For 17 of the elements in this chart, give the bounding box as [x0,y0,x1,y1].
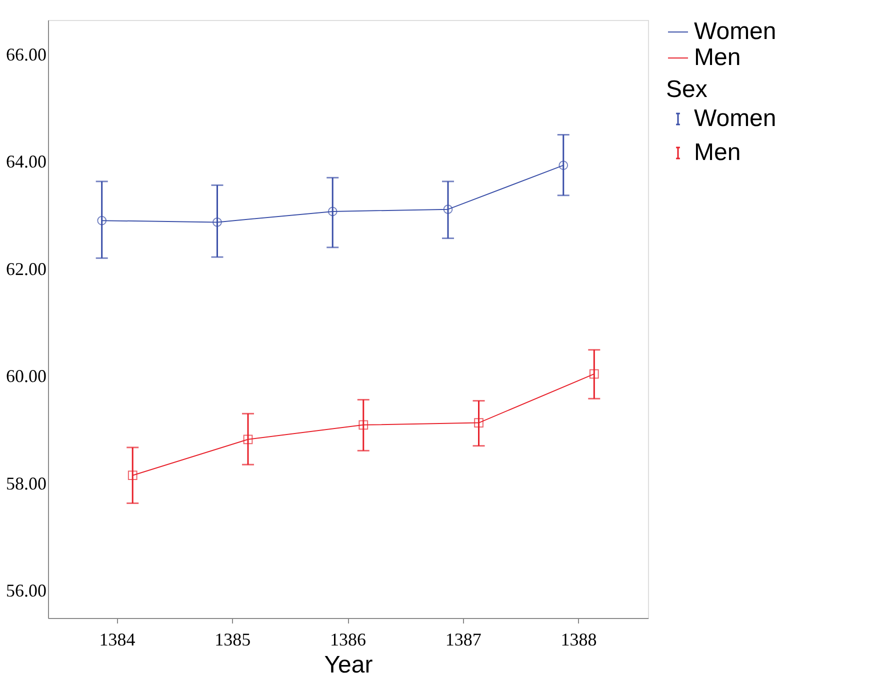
x-tick-label: 1385 [214,630,251,650]
text: Women [694,18,776,45]
legend-label: Women [694,105,776,132]
y-tick-label: 62.00 [6,258,46,279]
x-tick-label: 1387 [445,630,482,650]
y-tick-label: 66.00 [6,44,46,64]
y-tick-label: 58.00 [6,473,46,494]
y-tick-label: 56.00 [6,580,46,601]
x-tick-label: 1388 [560,630,597,650]
y-tick-label: 60.00 [6,366,46,386]
text: Men [694,44,741,71]
y-tick-label: 64.00 [6,152,46,172]
x-tick-label: 1384 [99,630,136,650]
legend-title: Sex [666,76,708,103]
x-axis-title: Year [324,652,373,678]
x-tick-label: 1386 [330,630,366,650]
legend-label: Men [694,139,741,166]
